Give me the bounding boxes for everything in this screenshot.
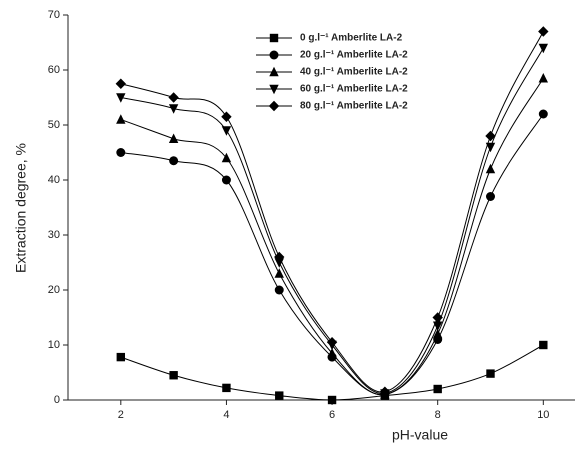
x-tick-label: 6 <box>329 409 335 421</box>
data-point <box>116 114 125 123</box>
y-tick-label: 20 <box>48 284 60 296</box>
data-point <box>221 112 231 122</box>
legend-text: 40 g.l⁻¹ Amberlite LA-2 <box>300 67 408 78</box>
legend-text: 0 g.l⁻¹ Amberlite LA-2 <box>300 33 403 44</box>
y-axis-title: Extraction degree, % <box>13 143 29 273</box>
page: {"chart_data": {"type": "line", "x_label… <box>0 0 586 450</box>
y-tick-label: 10 <box>48 339 60 351</box>
data-point <box>328 396 336 404</box>
data-point <box>539 44 548 53</box>
x-tick-label: 8 <box>435 409 441 421</box>
data-point <box>539 341 547 349</box>
data-point <box>486 192 495 201</box>
y-tick-label: 40 <box>48 174 60 186</box>
data-point <box>169 134 178 143</box>
data-point <box>433 385 441 393</box>
y-tick-label: 50 <box>48 119 60 131</box>
data-point <box>485 131 495 141</box>
y-tick-label: 30 <box>48 229 60 241</box>
data-point <box>222 384 230 392</box>
y-tick-label: 0 <box>54 394 60 406</box>
data-point <box>486 369 494 377</box>
data-point <box>539 73 548 82</box>
data-point <box>538 26 548 36</box>
data-point <box>169 371 177 379</box>
chart: Extraction degree, % pH-value 0 10 20 30 40 5… <box>0 0 586 450</box>
data-point <box>275 286 284 295</box>
x-tick-label: 10 <box>537 409 549 421</box>
data-point <box>327 337 337 347</box>
data-point <box>275 391 283 399</box>
data-point <box>117 353 125 361</box>
data-point <box>222 126 231 135</box>
data-point <box>539 110 548 119</box>
data-point <box>116 79 126 89</box>
data-point <box>432 312 442 322</box>
legend-text: 80 g.l⁻¹ Amberlite LA-2 <box>300 101 408 112</box>
y-tick-label: 70 <box>48 9 60 21</box>
legend-marker <box>269 101 279 111</box>
data-point <box>169 156 178 165</box>
legend-marker <box>270 51 279 60</box>
legend-marker <box>270 34 278 42</box>
y-tick-label: 60 <box>48 64 60 76</box>
legend-text: 20 g.l⁻¹ Amberlite LA-2 <box>300 50 408 61</box>
x-tick-label: 4 <box>223 409 229 421</box>
data-point <box>222 176 231 185</box>
x-tick-label: 2 <box>118 409 124 421</box>
x-axis-title: pH-value <box>392 427 448 443</box>
data-point <box>116 148 125 157</box>
legend-text: 60 g.l⁻¹ Amberlite LA-2 <box>300 84 408 95</box>
data-point <box>168 92 178 102</box>
data-point <box>486 164 495 173</box>
